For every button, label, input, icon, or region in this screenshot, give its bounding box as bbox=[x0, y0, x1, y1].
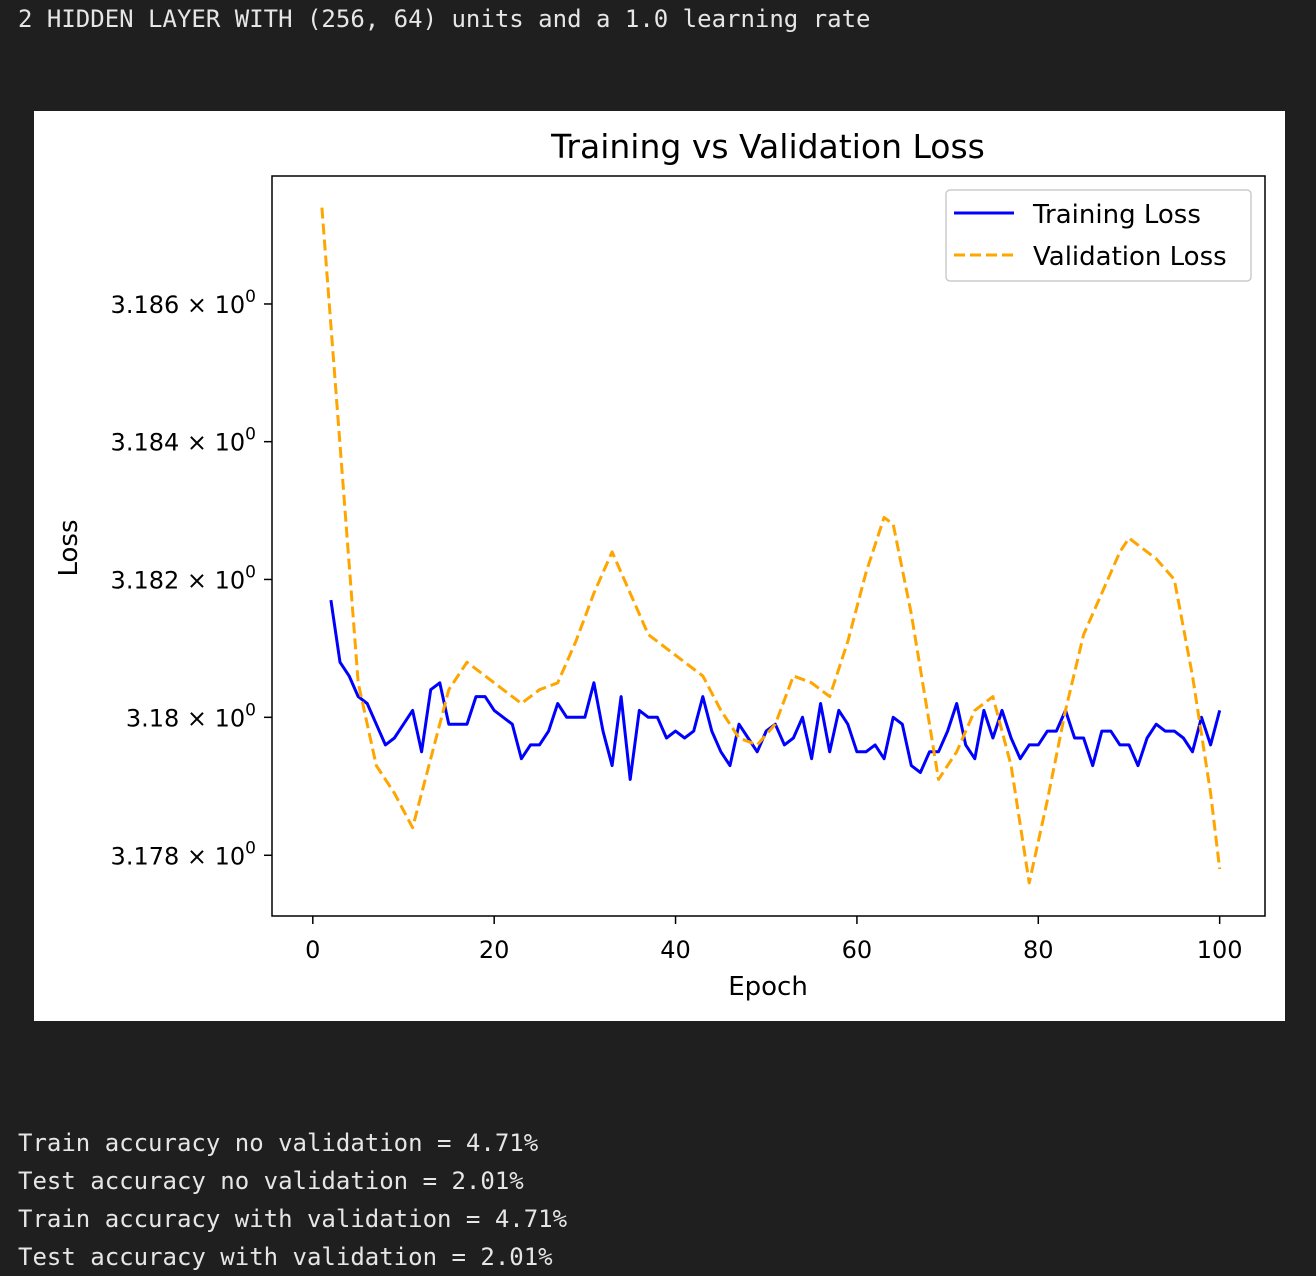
loss-chart: 0 20 40 60 80 100 3.186 × 100 3.184 × 100 3.182… bbox=[54, 127, 1266, 1002]
y-tick-label: 3.182 × 100 bbox=[111, 562, 256, 594]
x-tick-label: 40 bbox=[660, 936, 691, 964]
chart-title: Training vs Validation Loss bbox=[550, 127, 985, 166]
series-line-validation-loss bbox=[320, 207, 1222, 885]
loss-chart-figure: 0 20 40 60 80 100 3.186 × 100 3.184 × 100 3.182… bbox=[34, 111, 1285, 1021]
legend-label-validation-loss: Validation Loss bbox=[1033, 242, 1227, 272]
x-tick-label: 20 bbox=[479, 936, 510, 964]
x-tick-label: 80 bbox=[1023, 936, 1054, 964]
plot-frame bbox=[271, 175, 1266, 917]
y-tick-label: 3.18 × 100 bbox=[126, 700, 256, 732]
cell-header-text: 2 HIDDEN LAYER WITH (256, 64) units and … bbox=[18, 5, 871, 33]
x-tick-label: 60 bbox=[842, 936, 873, 964]
accuracy-result-line: Test accuracy with validation = 2.01% bbox=[18, 1243, 553, 1271]
accuracy-result-line: Train accuracy no validation = 4.71% bbox=[18, 1129, 539, 1157]
y-tick-label: 3.186 × 100 bbox=[111, 287, 256, 319]
x-tick-label: 0 bbox=[305, 936, 320, 964]
x-axis-label: Epoch bbox=[728, 972, 808, 1002]
legend-box bbox=[945, 189, 1252, 282]
y-tick-label: 3.184 × 100 bbox=[111, 425, 256, 457]
y-tick-label: 3.178 × 100 bbox=[111, 838, 256, 870]
accuracy-results: Train accuracy no validation = 4.71% Test… bbox=[18, 1086, 567, 1276]
x-tick-label: 100 bbox=[1197, 936, 1243, 964]
accuracy-result-line: Train accuracy with validation = 4.71% bbox=[18, 1205, 568, 1233]
accuracy-result-line: Test accuracy no validation = 2.01% bbox=[18, 1167, 524, 1195]
legend: Training Loss Validation Loss bbox=[945, 189, 1252, 282]
y-axis-label: Loss bbox=[54, 519, 84, 576]
series-line-training-loss bbox=[329, 599, 1222, 781]
legend-label-training-loss: Training Loss bbox=[1032, 200, 1201, 230]
